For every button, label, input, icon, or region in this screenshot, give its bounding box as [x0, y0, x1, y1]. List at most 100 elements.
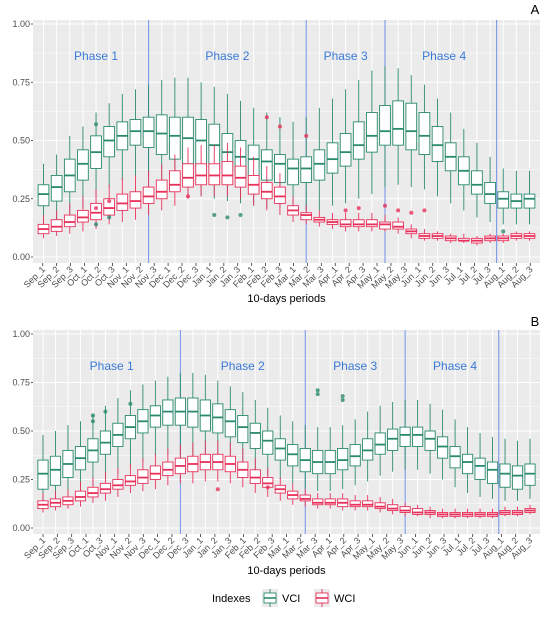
- box-wci: [137, 458, 149, 492]
- box-wci: [87, 477, 99, 503]
- outlier-point: [94, 206, 99, 211]
- box-wci: [511, 506, 524, 517]
- phase-label: Phase 3: [333, 359, 377, 373]
- box-iqr: [352, 121, 365, 160]
- box-iqr: [287, 158, 299, 186]
- box-iqr: [366, 112, 378, 153]
- panel-b: 0.00 0.25 0.50 0.75 1.00 Phase 1 Phase 2 Phase …: [12, 314, 540, 577]
- box-vci: [510, 170, 523, 225]
- outlier-point: [128, 401, 133, 406]
- box-wci: [49, 491, 62, 511]
- box-iqr: [405, 102, 418, 151]
- outlier-point: [501, 229, 506, 234]
- box-iqr: [337, 448, 349, 471]
- y-tick-label: 0.50: [12, 426, 30, 436]
- box-wci: [237, 448, 249, 488]
- box-iqr: [124, 475, 136, 486]
- phase-label: Phase 1: [90, 359, 134, 373]
- box-vci: [199, 374, 211, 459]
- box-vci: [511, 440, 524, 501]
- outlier-point: [315, 388, 320, 393]
- phase-label: Phase 3: [324, 49, 368, 63]
- outlier-point: [103, 409, 108, 414]
- box-iqr: [37, 184, 50, 207]
- box-wci: [50, 210, 63, 237]
- outlier-point: [422, 208, 427, 213]
- box-vci: [142, 84, 155, 176]
- box-wci: [374, 496, 386, 513]
- box-vci: [87, 413, 99, 486]
- box-vci: [326, 98, 339, 206]
- box-iqr: [374, 432, 386, 455]
- box-wci: [324, 493, 336, 509]
- box-wci: [313, 210, 326, 227]
- box-wci: [287, 483, 299, 505]
- box-iqr: [237, 415, 249, 444]
- legend: Indexes VCI WCI: [212, 589, 355, 607]
- box-iqr: [77, 209, 89, 223]
- box-wci: [212, 440, 224, 482]
- legend-label: VCI: [282, 593, 300, 605]
- outlier-point: [340, 394, 345, 399]
- box-iqr: [379, 105, 391, 146]
- box-wci: [124, 463, 136, 494]
- box-vci: [471, 142, 483, 218]
- box-iqr: [366, 219, 378, 228]
- box-iqr: [149, 465, 161, 480]
- outlier-point: [264, 115, 269, 120]
- box-iqr: [162, 461, 174, 477]
- box-iqr: [362, 438, 374, 461]
- box-iqr: [300, 156, 313, 183]
- box-iqr: [212, 403, 224, 434]
- box-wci: [169, 154, 181, 206]
- box-iqr: [149, 405, 161, 428]
- box-iqr: [424, 430, 436, 451]
- box-vci: [424, 403, 436, 474]
- box-iqr: [274, 186, 286, 204]
- outlier-point: [340, 397, 345, 402]
- box-iqr: [287, 444, 299, 467]
- box-iqr: [63, 214, 76, 228]
- box-iqr: [112, 479, 124, 490]
- box-wci: [155, 163, 168, 211]
- legend-entry-vci: VCI: [262, 589, 300, 607]
- box-wci: [497, 233, 510, 244]
- x-axis-label: 10-days periods: [247, 293, 326, 305]
- x-axis-label: 10-days periods: [247, 565, 326, 577]
- y-tick-label: 0.00: [12, 523, 30, 533]
- box-wci: [379, 215, 391, 232]
- box-vci: [299, 425, 311, 490]
- y-tick-label: 1.00: [12, 19, 30, 29]
- box-iqr: [99, 482, 111, 494]
- box-wci: [437, 508, 449, 519]
- box-iqr: [412, 426, 424, 447]
- box-wci: [524, 504, 536, 515]
- box-wci: [474, 508, 486, 519]
- box-iqr: [392, 221, 404, 230]
- box-vci: [497, 168, 510, 225]
- legend-entry-wci: WCI: [314, 589, 355, 607]
- outlier-point: [315, 392, 320, 397]
- box-vci: [62, 425, 74, 499]
- y-tick-label: 0.25: [12, 194, 30, 204]
- box-vci: [287, 121, 299, 211]
- box-vci: [112, 398, 124, 474]
- box-vci: [474, 432, 486, 497]
- box-iqr: [182, 163, 194, 188]
- box-iqr: [129, 191, 142, 209]
- box-wci: [249, 458, 261, 494]
- y-tick-label: 0.50: [12, 136, 30, 146]
- box-iqr: [274, 438, 286, 461]
- outlier-point: [185, 194, 190, 199]
- box-iqr: [249, 422, 261, 449]
- box-iqr: [387, 428, 399, 451]
- box-iqr: [474, 457, 486, 480]
- box-iqr: [37, 459, 49, 490]
- phase-label: Phase 2: [221, 359, 265, 373]
- box-vci: [437, 409, 449, 480]
- box-vci: [262, 407, 274, 476]
- box-iqr: [195, 163, 207, 186]
- box-wci: [142, 170, 155, 216]
